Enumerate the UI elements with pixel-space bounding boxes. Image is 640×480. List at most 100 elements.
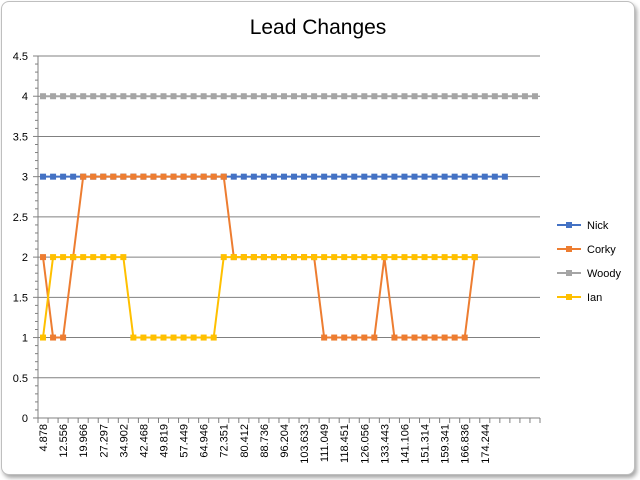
data-point: [60, 334, 67, 341]
data-point: [90, 93, 97, 100]
data-point: [160, 173, 167, 180]
data-point: [321, 93, 328, 100]
axes: 0 0.5 1 1.5 2 2.5 3 3.5 4 4.5 4.878 12.556 19.966 27.…: [13, 51, 541, 464]
data-point: [80, 93, 87, 100]
data-point: [210, 93, 217, 100]
data-point: [140, 173, 147, 180]
data-point: [200, 334, 207, 341]
data-point: [441, 334, 448, 341]
data-point: [301, 254, 308, 261]
data-point: [411, 173, 418, 180]
data-point: [301, 173, 308, 180]
data-point: [150, 93, 157, 100]
data-point: [371, 93, 378, 100]
data-point: [270, 93, 277, 100]
data-point: [431, 93, 438, 100]
data-point: [531, 93, 538, 100]
legend-marker: [566, 246, 572, 252]
data-point: [100, 173, 107, 180]
data-point: [371, 173, 378, 180]
data-point: [471, 254, 478, 261]
data-point: [80, 254, 87, 261]
data-point: [100, 254, 107, 261]
x-tick-label: 57.449: [179, 424, 191, 458]
data-point: [170, 173, 177, 180]
data-point: [120, 93, 127, 100]
data-point: [90, 173, 97, 180]
data-point: [50, 173, 57, 180]
legend-marker: [566, 222, 572, 228]
data-point: [471, 173, 478, 180]
legend-item-nick[interactable]: Nick: [557, 220, 609, 232]
data-point: [451, 254, 458, 261]
data-point: [421, 93, 428, 100]
data-point: [40, 93, 47, 100]
data-point: [80, 173, 87, 180]
legend[interactable]: Nick Corky Woody Ian: [557, 220, 622, 304]
data-point: [401, 254, 408, 261]
data-point: [40, 334, 47, 341]
data-point: [441, 173, 448, 180]
data-point: [421, 334, 428, 341]
data-point: [441, 93, 448, 100]
data-point: [170, 93, 177, 100]
data-point: [140, 93, 147, 100]
x-tick-label: 111.049: [319, 424, 331, 462]
data-point: [481, 93, 488, 100]
data-point: [250, 93, 257, 100]
data-point: [210, 173, 217, 180]
data-point: [190, 93, 197, 100]
data-point: [441, 254, 448, 261]
data-point: [461, 173, 468, 180]
data-point: [371, 334, 378, 341]
data-point: [230, 254, 237, 261]
data-point: [120, 173, 127, 180]
data-point: [411, 254, 418, 261]
legend-item-ian[interactable]: Ian: [557, 292, 602, 304]
data-point: [240, 173, 247, 180]
data-point: [451, 93, 458, 100]
data-point: [521, 93, 528, 100]
data-point: [270, 254, 277, 261]
data-point: [130, 93, 137, 100]
data-point: [451, 334, 458, 341]
y-tick-label: 4.5: [13, 51, 28, 63]
data-point: [411, 334, 418, 341]
data-point: [130, 334, 137, 341]
data-point: [481, 173, 488, 180]
data-point: [100, 93, 107, 100]
x-tick-label: 64.946: [199, 424, 211, 458]
x-tick-label: 27.297: [98, 424, 110, 458]
data-point: [491, 173, 498, 180]
data-point: [220, 173, 227, 180]
data-point: [260, 254, 267, 261]
data-point: [110, 93, 117, 100]
x-tick-label: 12.556: [58, 424, 70, 458]
data-point: [220, 254, 227, 261]
data-point: [60, 173, 67, 180]
data-point: [351, 254, 358, 261]
data-point: [321, 173, 328, 180]
legend-item-corky[interactable]: Corky: [557, 244, 616, 256]
data-point: [431, 254, 438, 261]
data-point: [311, 173, 318, 180]
data-point: [40, 173, 47, 180]
y-tick-label: 3: [22, 172, 28, 184]
data-point: [311, 254, 318, 261]
data-point: [341, 334, 348, 341]
data-point: [180, 173, 187, 180]
x-tick-label: 88.736: [259, 424, 271, 458]
data-point: [150, 173, 157, 180]
data-point: [351, 173, 358, 180]
data-point: [451, 173, 458, 180]
data-point: [341, 254, 348, 261]
x-tick-label: 42.468: [138, 424, 150, 458]
x-tick-label: 103.633: [299, 424, 311, 464]
data-point: [301, 93, 308, 100]
data-point: [60, 254, 67, 261]
data-point: [260, 173, 267, 180]
data-point: [471, 93, 478, 100]
data-point: [200, 173, 207, 180]
legend-item-woody[interactable]: Woody: [557, 268, 622, 280]
data-point: [431, 334, 438, 341]
